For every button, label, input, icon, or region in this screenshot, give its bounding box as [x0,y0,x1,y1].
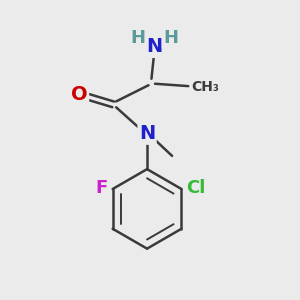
Text: N: N [139,124,155,143]
Text: N: N [146,38,163,56]
Text: Cl: Cl [186,179,205,197]
Text: F: F [95,179,108,197]
Text: CH₃: CH₃ [191,80,219,94]
Text: O: O [71,85,88,104]
Text: H: H [131,29,146,47]
Text: H: H [163,29,178,47]
